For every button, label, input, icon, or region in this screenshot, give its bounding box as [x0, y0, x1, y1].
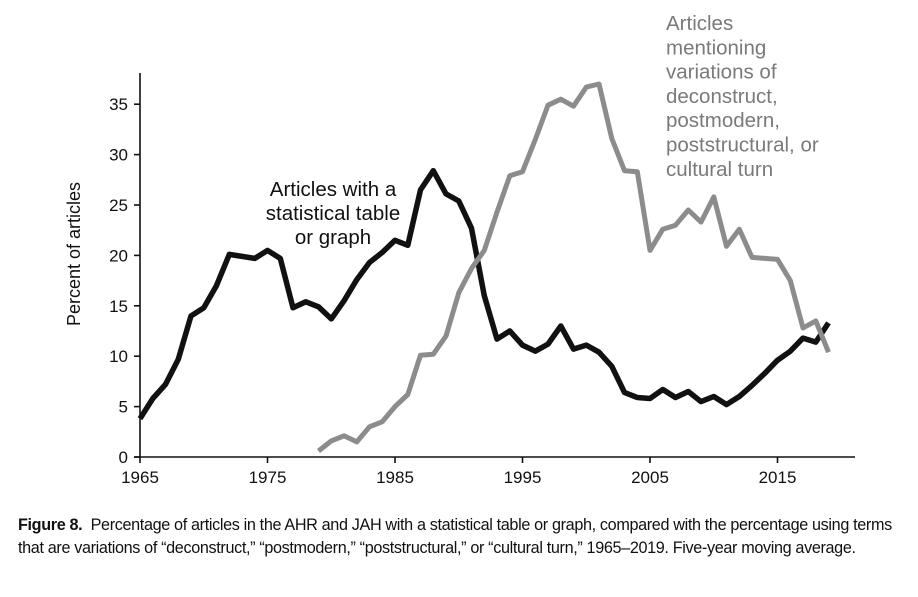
annotation-line: statistical table: [266, 202, 400, 225]
y-tick-label: 25: [109, 196, 128, 215]
y-axis-label: Percent of articles: [64, 182, 84, 326]
x-tick-label: 1965: [121, 468, 159, 487]
series-layer: [137, 81, 831, 453]
y-tick-label: 5: [119, 398, 128, 417]
annotation-line: Articles with a: [270, 178, 397, 201]
annotation-line: mentioning: [666, 36, 766, 59]
y-tick-label: 0: [119, 448, 128, 467]
y-tick-label: 35: [109, 95, 128, 114]
y-tick-label: 20: [109, 246, 128, 265]
annotation-deconstruct: Articles mentioning variations of deconstru…: [666, 12, 819, 181]
x-tick-label: 1975: [249, 468, 287, 487]
annotation-line: cultural turn: [666, 158, 773, 181]
annotation-line: poststructural, or: [666, 134, 819, 157]
annotation-statistical: Articles with a statistical table or graph: [266, 178, 400, 249]
annotation-line: variations of: [666, 61, 777, 84]
y-tick-label: 15: [109, 297, 128, 316]
x-tick-label: 2015: [759, 468, 797, 487]
x-ticks: 1965 1975 1985 1995 2005 2015: [121, 457, 796, 487]
annotation-line: Articles: [666, 12, 733, 35]
series-statistical-line: [137, 167, 831, 421]
y-ticks: 0 5 10 15 20 25 30 35: [109, 95, 140, 467]
annotation-line: or graph: [295, 226, 371, 249]
caption-text: Percentage of articles in the AHR and JA…: [18, 516, 892, 557]
y-tick-label: 30: [109, 146, 128, 165]
x-tick-label: 1985: [376, 468, 414, 487]
x-tick-label: 2005: [631, 468, 669, 487]
y-tick-label: 10: [109, 347, 128, 366]
figure-caption: Figure 8. Percentage of articles in the …: [18, 514, 908, 560]
x-tick-label: 1995: [504, 468, 542, 487]
annotation-line: deconstruct,: [666, 85, 778, 108]
annotation-line: postmodern,: [666, 109, 780, 132]
caption-label: Figure 8.: [18, 516, 83, 534]
